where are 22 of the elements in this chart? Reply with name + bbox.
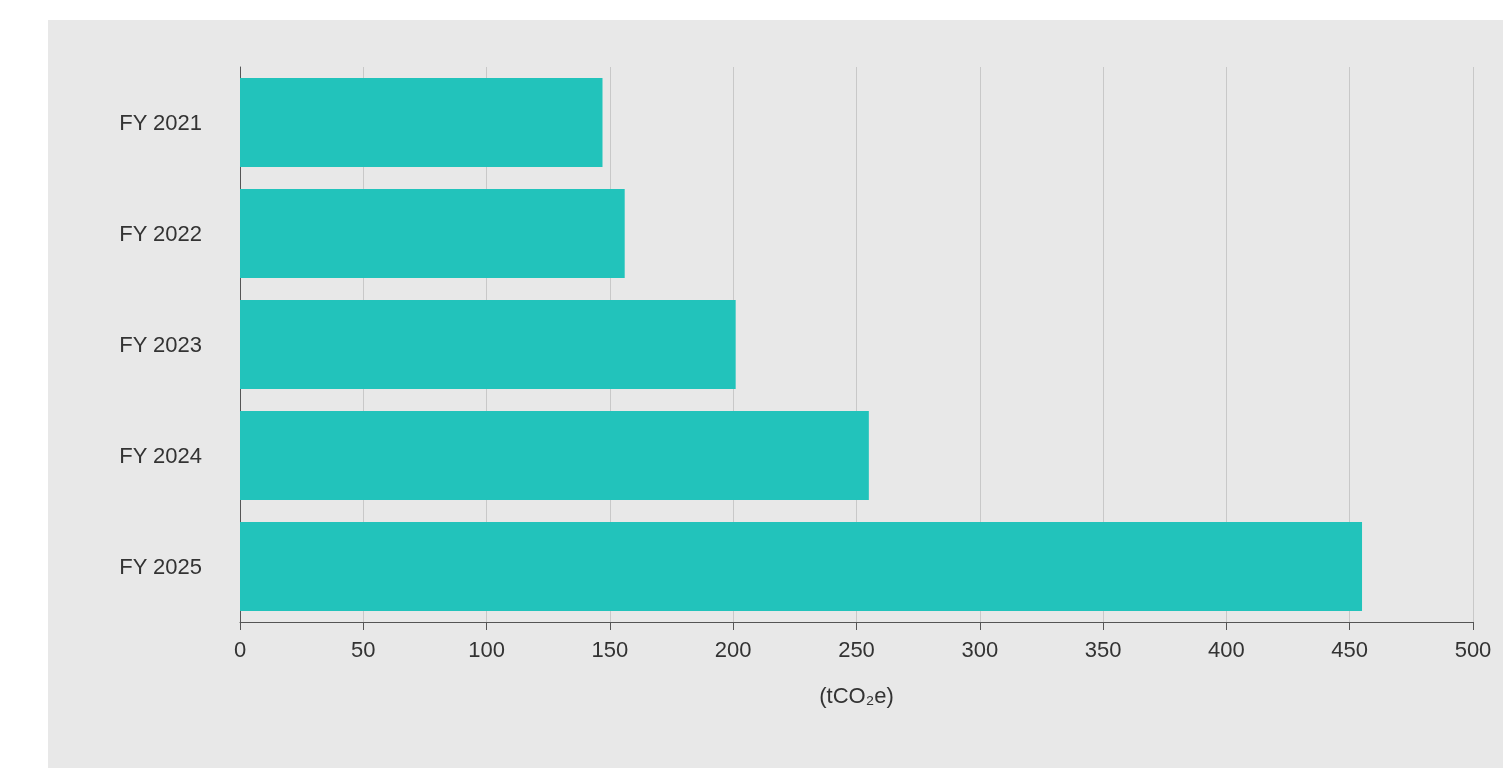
- x-tick-label: 300: [961, 636, 999, 662]
- x-tick-label: 350: [1084, 636, 1122, 662]
- x-tick-label: 500: [1454, 636, 1492, 662]
- x-tick-label: 0: [233, 636, 247, 662]
- y-tick-label: FY 2023: [119, 332, 202, 357]
- x-tick-label: 50: [351, 636, 376, 662]
- y-tick-label: FY 2024: [119, 443, 202, 468]
- bar: [240, 78, 603, 167]
- y-tick-label: FY 2022: [119, 221, 202, 246]
- x-tick-label: 200: [714, 636, 752, 662]
- x-tick-label: 150: [591, 636, 629, 662]
- y-tick-label: FY 2025: [119, 554, 202, 579]
- y-tick-label: FY 2021: [119, 110, 202, 135]
- x-tick-label: 250: [838, 636, 875, 662]
- bar: [240, 189, 625, 278]
- x-axis-title: (tCO₂e): [819, 682, 894, 708]
- bar: [240, 522, 1363, 611]
- x-tick-label: 450: [1331, 636, 1369, 662]
- x-tick-label: 400: [1208, 636, 1245, 662]
- bar: [240, 411, 869, 500]
- x-tick-label: 100: [468, 636, 505, 662]
- bar: [240, 300, 736, 389]
